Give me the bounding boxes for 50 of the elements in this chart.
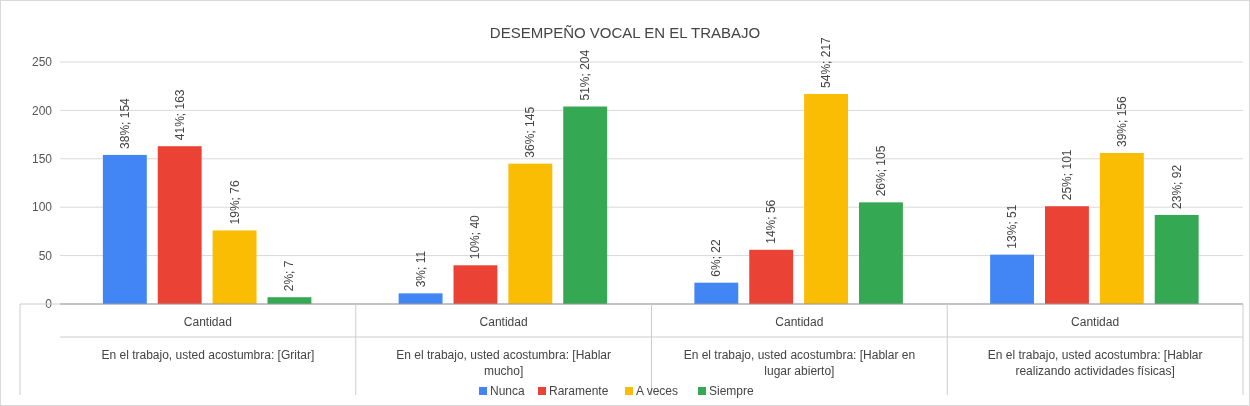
data-label: 3%; 11	[413, 250, 428, 288]
data-label: 54%; 217	[819, 36, 834, 88]
legend-label: Raramente	[549, 384, 609, 398]
data-label: 25%; 101	[1059, 149, 1074, 201]
x-tick-label: En el trabajo, usted acostumbra: [Hablar mucho]	[396, 348, 612, 378]
data-label: 23%; 92	[1169, 164, 1184, 209]
bar	[212, 230, 257, 304]
data-label: 26%; 105	[873, 145, 888, 197]
data-label: 2%; 7	[282, 260, 297, 292]
data-label: 38%; 154	[117, 97, 132, 149]
bar	[1045, 206, 1089, 304]
text: Cantidad	[1071, 315, 1120, 329]
data-label: 39%; 156	[1114, 95, 1129, 147]
bar	[1099, 152, 1144, 304]
legend-label: Nunca	[490, 384, 526, 398]
y-tick-label: 150	[31, 152, 53, 166]
y-tick-label: 0	[45, 297, 53, 312]
bar	[990, 254, 1035, 304]
bar	[102, 154, 147, 304]
data-label: 10%; 40	[468, 214, 483, 260]
y-tick-label: 250	[31, 55, 53, 70]
data-label: 19%; 76	[227, 180, 242, 225]
bar	[157, 146, 202, 304]
data-label: 51%; 204	[578, 49, 593, 101]
bar	[453, 265, 498, 304]
data-label: 36%; 145	[523, 106, 538, 158]
data-label: 6%; 22	[709, 239, 724, 277]
bar	[858, 202, 903, 304]
data-label: 13%; 51	[1005, 204, 1020, 249]
chart-title: DESEMPEÑO VOCAL EN EL TRABAJO	[489, 24, 761, 41]
bar	[1154, 214, 1199, 304]
y-tick-label: 100	[31, 200, 53, 215]
x-tick-label: En el trabajo, usted acostumbra: [Gritar]	[101, 348, 315, 362]
bar	[694, 282, 739, 304]
bar	[398, 293, 443, 304]
x-tick-label: En el trabajo, usted acostumbra: [Hablar en lugar abierto]	[683, 348, 916, 378]
x-tick-label: En el trabajo, usted acostumbra: [Hablar realizando actividades físicas]	[987, 348, 1203, 378]
bar	[804, 93, 849, 304]
text: Cantidad	[183, 315, 232, 329]
text: Cantidad	[479, 315, 528, 329]
legend-label: Siempre	[709, 384, 755, 398]
bar	[749, 249, 794, 304]
data-label: 41%; 163	[172, 89, 187, 141]
bar	[508, 163, 553, 304]
bar	[563, 106, 608, 304]
y-tick-label: 200	[31, 103, 53, 118]
legend-label: A veces	[636, 384, 679, 398]
y-tick-label: 50	[38, 248, 53, 263]
text: Cantidad	[775, 315, 824, 329]
data-label: 14%; 56	[764, 199, 779, 244]
